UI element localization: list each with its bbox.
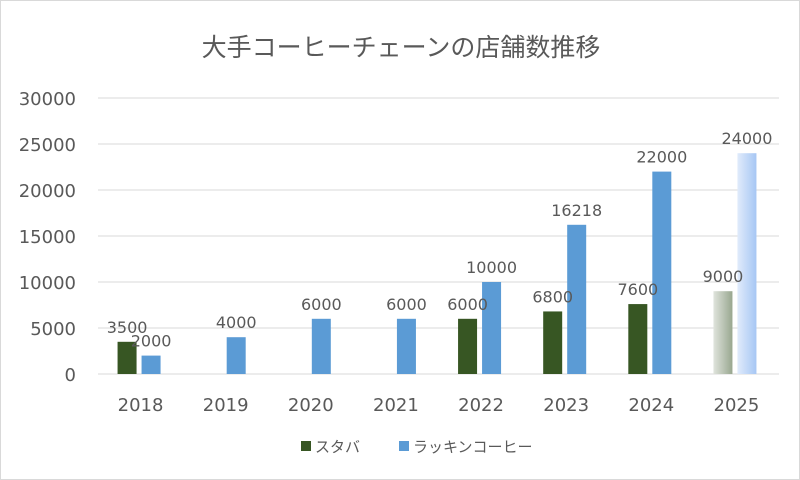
bar-luckin-2021 (396, 318, 416, 374)
chart-title: 大手コーヒーチェーンの店舗数推移 (202, 33, 601, 62)
y-tick-label: 5000 (30, 319, 76, 340)
x-tick-label: 2020 (288, 395, 334, 416)
data-label: 4000 (216, 313, 257, 332)
bar-starbucks-2024 (628, 304, 648, 374)
bar-luckin-2018 (141, 355, 161, 374)
data-label: 24000 (721, 129, 772, 148)
data-label: 6000 (386, 295, 427, 314)
bar-luckin-2022 (482, 282, 502, 374)
x-tick-label: 2025 (714, 395, 760, 416)
data-label: 22000 (636, 148, 687, 167)
data-label: 3500 (107, 318, 148, 337)
y-tick-label: 30000 (19, 89, 76, 110)
y-tick-label: 25000 (19, 135, 76, 156)
y-tick-label: 10000 (19, 273, 76, 294)
y-tick-label: 15000 (19, 227, 76, 248)
data-label: 2000 (131, 332, 172, 351)
y-tick-label: 20000 (19, 181, 76, 202)
bar-luckin-2020 (311, 318, 331, 374)
legend-swatch (399, 441, 409, 451)
y-tick-label: 0 (65, 365, 76, 386)
bar-starbucks-2018 (117, 341, 137, 374)
legend-swatch (301, 441, 311, 451)
x-tick-label: 2019 (203, 395, 249, 416)
bar-starbucks-2025 (713, 291, 733, 374)
bar-starbucks-2022 (458, 318, 478, 374)
legend-label: ラッキンコーヒー (413, 438, 533, 456)
data-label: 16218 (551, 201, 602, 220)
bar-luckin-2024 (652, 171, 672, 374)
data-label: 6000 (447, 295, 488, 314)
legend-label: スタバ (315, 438, 360, 456)
bar-luckin-2023 (567, 224, 587, 374)
data-label: 7600 (617, 280, 658, 299)
data-label: 6000 (301, 295, 342, 314)
x-tick-label: 2021 (373, 395, 419, 416)
x-tick-label: 2024 (628, 395, 674, 416)
bar-starbucks-2023 (543, 311, 563, 374)
data-label: 9000 (703, 267, 744, 286)
data-label: 6800 (532, 287, 573, 306)
data-label: 10000 (466, 258, 517, 277)
x-tick-label: 2018 (118, 395, 164, 416)
bar-luckin-2025 (737, 153, 757, 374)
x-tick-label: 2023 (543, 395, 589, 416)
x-tick-label: 2022 (458, 395, 504, 416)
bar-luckin-2019 (226, 337, 246, 374)
